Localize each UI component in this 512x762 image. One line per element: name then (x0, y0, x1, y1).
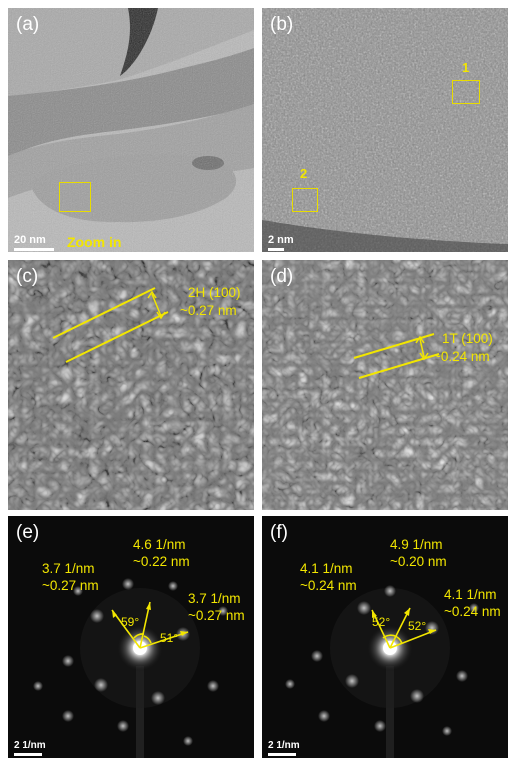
tem-low-mag-image (8, 8, 254, 252)
spot-b-annotation: 4.9 1/nm ~0.20 nm (390, 537, 447, 569)
panel-a-label: (a) (16, 14, 40, 35)
scale-label-f: 2 1/nm (268, 740, 300, 751)
zoom-in-box (59, 182, 91, 212)
spot-a-annotation: 3.7 1/nm ~0.27 nm (42, 561, 99, 593)
scale-label-b: 2 nm (268, 234, 294, 246)
panel-b-hrtem-image: (b) 1 2 2 nm (262, 8, 508, 252)
saed-pattern-e (8, 516, 254, 758)
panel-f-diffraction-pattern: (f) 4.1 1/nm ~0.24 nm 4.9 1/nm ~0.20 nm … (262, 516, 508, 758)
panel-f-label: (f) (270, 522, 288, 543)
scale-bar-a (14, 248, 54, 251)
panel-c-spacing-label: ~0.27 nm (180, 303, 237, 318)
panel-e-label: (e) (16, 522, 40, 543)
scale-bar-f (268, 753, 296, 756)
region-box-2 (292, 188, 318, 212)
angle-2-label: 52° (408, 619, 427, 633)
scale-label-e: 2 1/nm (14, 740, 46, 751)
spot-b-annotation: 4.6 1/nm ~0.22 nm (133, 537, 190, 569)
region-marker-1: 1 (462, 60, 470, 75)
tem-high-res-image (262, 8, 508, 252)
panel-c-plane-label: 2H (100) (188, 285, 241, 300)
panel-d-lattice-image: (d) 1T (100) ~0.24 nm (262, 260, 508, 510)
region-marker-2: 2 (300, 166, 308, 181)
panel-d-spacing-label: ~0.24 nm (433, 349, 490, 364)
panel-c-label: (c) (16, 266, 39, 287)
angle-2-label: 51° (160, 631, 179, 645)
panel-a-tem-image: (a) 20 nm Zoom in (8, 8, 254, 252)
angle-1-label: 52° (372, 615, 391, 629)
lattice-fringe-image-2h (8, 260, 254, 510)
panel-e-diffraction-pattern: (e) 3.7 1/nm ~0.27 nm 4.6 1/nm ~0.22 nm … (8, 516, 254, 758)
spot-c-annotation: 3.7 1/nm ~0.27 nm (188, 591, 245, 623)
saed-pattern-f (262, 516, 508, 758)
panel-d-label: (d) (270, 266, 294, 287)
angle-1-label: 59° (121, 615, 140, 629)
spot-c-annotation: 4.1 1/nm ~0.24 nm (444, 587, 501, 619)
zoom-in-note: Zoom in (67, 234, 122, 250)
scale-bar-e (14, 753, 42, 756)
scale-label-a: 20 nm (14, 234, 46, 246)
spot-a-annotation: 4.1 1/nm ~0.24 nm (300, 561, 357, 593)
region-box-1 (452, 80, 480, 104)
scale-bar-b (268, 248, 284, 251)
lattice-fringe-image-1t (262, 260, 508, 510)
panel-d-plane-label: 1T (100) (442, 331, 493, 346)
panel-b-label: (b) (270, 14, 294, 35)
panel-c-lattice-image: (c) 2H (100) ~0.27 nm (8, 260, 254, 510)
